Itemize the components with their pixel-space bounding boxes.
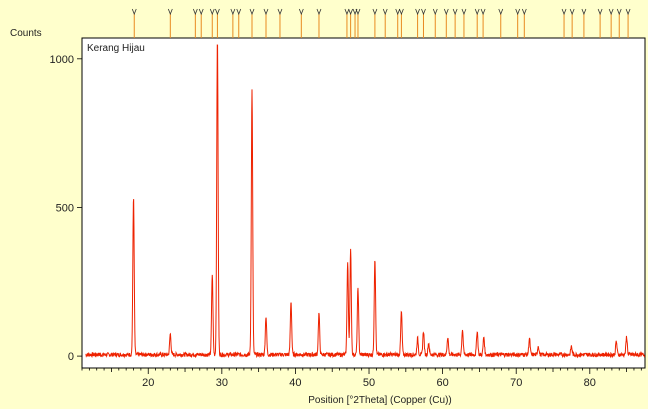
- y-tick-label: 500: [56, 202, 74, 214]
- y-tick-label: 0: [68, 351, 74, 363]
- diffraction-pattern-line: [85, 44, 646, 359]
- reference-marker: [344, 8, 350, 38]
- x-tick-label: 80: [584, 377, 596, 389]
- x-tick-label: 40: [289, 377, 301, 389]
- reference-marker: [498, 8, 504, 38]
- reference-marker: [581, 8, 587, 38]
- reference-marker: [277, 8, 283, 38]
- reference-marker: [167, 8, 173, 38]
- reference-marker: [608, 8, 614, 38]
- reference-marker: [616, 8, 622, 38]
- x-tick-label: 50: [363, 377, 375, 389]
- y-axis-label: Counts: [10, 28, 42, 39]
- reference-marker: [597, 8, 603, 38]
- reference-marker: [131, 8, 137, 38]
- reference-marker: [316, 8, 322, 38]
- x-axis-label: Position [°2Theta] (Copper (Cu)): [308, 395, 452, 406]
- reference-marker: [399, 8, 404, 38]
- reference-marker: [561, 8, 567, 38]
- reference-marker: [355, 8, 361, 38]
- reference-marker: [372, 8, 378, 38]
- reference-marker: [236, 8, 242, 38]
- reference-marker: [382, 8, 388, 38]
- reference-marker: [569, 8, 575, 38]
- reference-marker: [263, 8, 269, 38]
- reference-marker: [209, 8, 215, 38]
- x-tick-label: 70: [510, 377, 522, 389]
- y-tick-label: 1000: [50, 54, 74, 66]
- reference-marker: [421, 8, 426, 38]
- reference-marker: [452, 8, 458, 38]
- x-tick-label: 20: [142, 377, 154, 389]
- reference-marker: [480, 8, 486, 38]
- reference-marker: [443, 8, 449, 38]
- reference-marker: [198, 8, 204, 38]
- reference-lines: [131, 8, 631, 38]
- reference-marker: [352, 8, 358, 38]
- reference-marker: [432, 8, 438, 38]
- reference-marker: [249, 8, 255, 38]
- reference-marker: [625, 8, 631, 38]
- reference-marker: [215, 8, 220, 38]
- reference-marker: [474, 8, 480, 38]
- reference-marker: [348, 8, 353, 38]
- x-tick-label: 30: [216, 377, 228, 389]
- series-label: Kerang Hijau: [87, 43, 145, 54]
- reference-marker: [395, 8, 401, 38]
- reference-marker: [298, 8, 304, 38]
- plot-area: [81, 37, 646, 369]
- x-tick-label: 60: [436, 377, 448, 389]
- reference-marker: [461, 8, 467, 38]
- axis-ticks: 20 30 40 50 60 70 80 0 500 1000: [50, 54, 642, 389]
- reference-marker: [515, 8, 521, 38]
- reference-marker: [192, 8, 198, 38]
- reference-marker: [521, 8, 527, 38]
- reference-marker: [230, 8, 236, 38]
- reference-marker: [415, 8, 420, 38]
